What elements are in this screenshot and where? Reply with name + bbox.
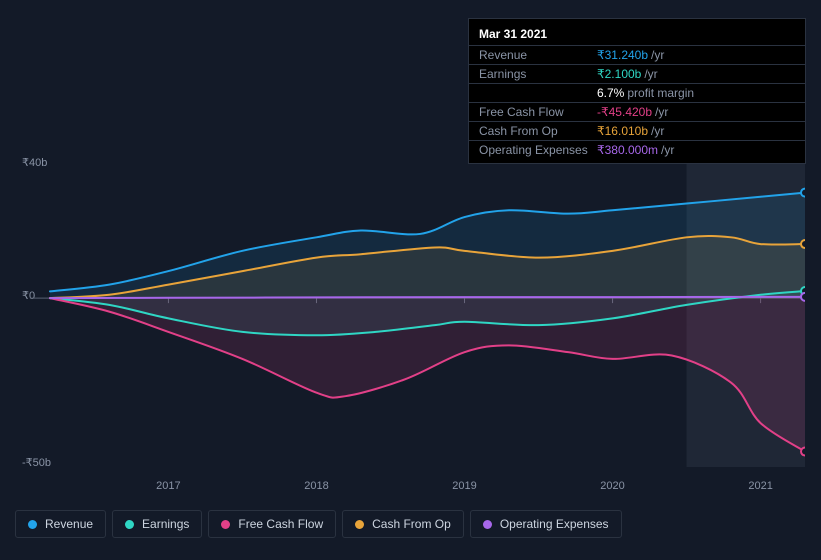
- legend-swatch: [28, 520, 37, 529]
- tooltip-row-label: Revenue: [479, 48, 597, 62]
- tooltip-row: Revenue₹31.240b/yr: [469, 46, 805, 64]
- legend-item[interactable]: Operating Expenses: [470, 510, 622, 538]
- tooltip-row: Earnings₹2.100b/yr: [469, 64, 805, 83]
- chart-legend: Revenue Earnings Free Cash Flow Cash From O…: [15, 510, 622, 538]
- tooltip-row-value: ₹16.010b: [597, 124, 648, 138]
- tooltip-row-value: ₹2.100b: [597, 67, 641, 81]
- tooltip-row: Free Cash Flow-₹45.420b/yr: [469, 102, 805, 121]
- legend-swatch: [483, 520, 492, 529]
- tooltip-row-unit: /yr: [651, 124, 664, 138]
- tooltip-row-value: ₹31.240b: [597, 48, 648, 62]
- tooltip-row-label: Cash From Op: [479, 124, 597, 138]
- legend-swatch: [355, 520, 364, 529]
- legend-item[interactable]: Cash From Op: [342, 510, 464, 538]
- legend-item[interactable]: Revenue: [15, 510, 106, 538]
- financials-area-chart[interactable]: [15, 155, 805, 475]
- tooltip-row-unit: /yr: [644, 67, 657, 81]
- tooltip-row: 6.7%profit margin: [469, 83, 805, 102]
- legend-label: Free Cash Flow: [238, 517, 323, 531]
- x-axis-tick: 2021: [748, 480, 772, 492]
- x-axis-tick: 2017: [156, 480, 180, 492]
- x-axis: 2017 2018 2019 2020 2021: [15, 480, 805, 496]
- tooltip-row-value: -₹45.420b: [597, 105, 652, 119]
- tooltip-row-unit: profit margin: [627, 86, 694, 100]
- tooltip-row: Cash From Op₹16.010b/yr: [469, 121, 805, 140]
- legend-item[interactable]: Free Cash Flow: [208, 510, 336, 538]
- legend-label: Earnings: [142, 517, 189, 531]
- tooltip-row-unit: /yr: [651, 48, 664, 62]
- legend-swatch: [125, 520, 134, 529]
- tooltip-row-value: 6.7%: [597, 86, 624, 100]
- x-axis-tick: 2019: [452, 480, 476, 492]
- legend-swatch: [221, 520, 230, 529]
- legend-label: Revenue: [45, 517, 93, 531]
- x-axis-tick: 2020: [600, 480, 624, 492]
- tooltip-date: Mar 31 2021: [469, 23, 805, 46]
- legend-label: Cash From Op: [372, 517, 451, 531]
- chart-svg: [15, 155, 805, 475]
- legend-label: Operating Expenses: [500, 517, 609, 531]
- tooltip-row-label: [479, 86, 597, 100]
- tooltip-row-label: Earnings: [479, 67, 597, 81]
- tooltip-row-unit: /yr: [655, 105, 668, 119]
- x-axis-tick: 2018: [304, 480, 328, 492]
- chart-tooltip: Mar 31 2021 Revenue₹31.240b/yrEarnings₹2…: [468, 18, 806, 164]
- legend-item[interactable]: Earnings: [112, 510, 202, 538]
- tooltip-row-label: Free Cash Flow: [479, 105, 597, 119]
